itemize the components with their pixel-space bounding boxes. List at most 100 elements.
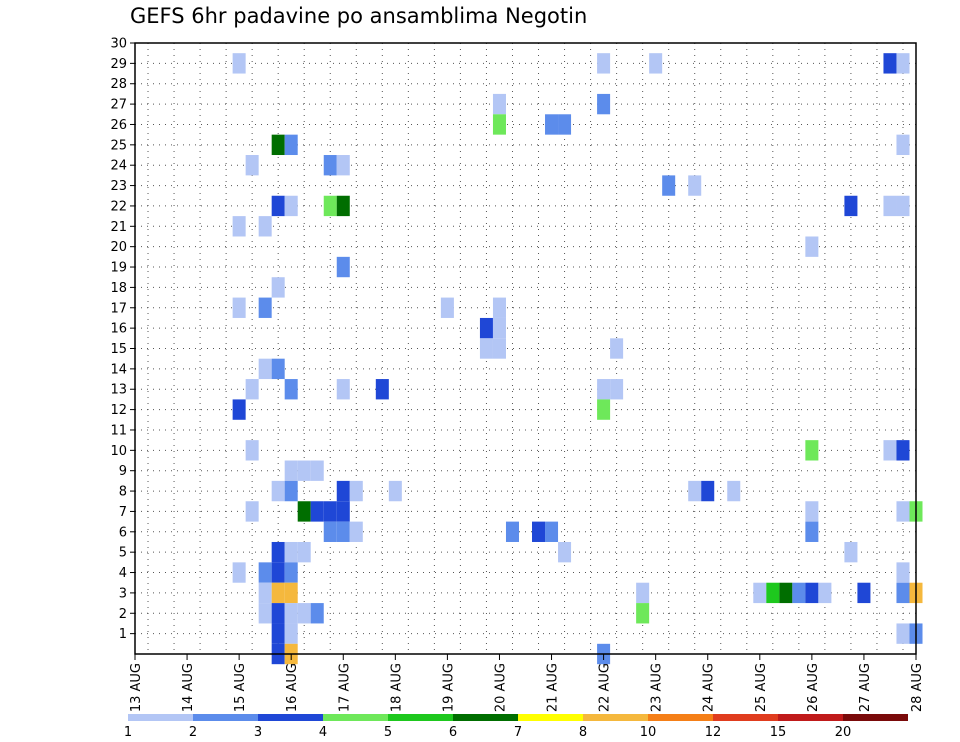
precip-cell <box>284 582 298 604</box>
precip-cell <box>532 521 546 542</box>
x-axis-ticks: 13 AUG 14 AUG 15 AUG 16 AUG 17 AUG 18 AUG 19 A… <box>129 654 925 712</box>
x-tick-label: 19 AUG <box>441 663 456 712</box>
precip-cell <box>805 501 819 522</box>
precip-cell <box>245 501 259 522</box>
y-axis-ticks: 1234567891011121314151617181920212223242… <box>110 37 135 642</box>
precip-cell <box>284 541 298 563</box>
precip-cell <box>336 379 350 400</box>
precip-cell <box>388 480 402 502</box>
precip-cell <box>271 195 285 217</box>
y-tick-label: 16 <box>110 322 127 337</box>
precip-cell <box>245 440 259 461</box>
y-tick-label: 22 <box>110 199 127 214</box>
y-tick-label: 26 <box>110 118 127 133</box>
precip-cell <box>479 338 493 359</box>
precip-cell <box>883 195 897 217</box>
x-tick-label: 28 AUG <box>910 663 925 712</box>
precip-cell <box>492 338 506 359</box>
precip-cell <box>649 53 663 74</box>
legend-swatch <box>648 714 713 721</box>
precip-cell <box>492 93 506 115</box>
chart-title: GEFS 6hr padavine po ansamblima Negotin <box>130 4 588 28</box>
precip-cell <box>310 501 324 522</box>
precip-cell <box>336 501 350 522</box>
precip-cell <box>323 521 337 542</box>
precip-cell <box>688 175 702 196</box>
precip-cell <box>896 53 910 74</box>
precip-cell <box>492 297 506 318</box>
precip-cell <box>271 562 285 583</box>
precip-cell <box>258 582 272 604</box>
precip-cell <box>844 541 858 563</box>
y-tick-label: 7 <box>119 505 127 520</box>
precip-cell <box>323 501 337 522</box>
y-tick-label: 29 <box>110 57 127 72</box>
precip-cell <box>375 379 389 400</box>
precip-cell <box>336 195 350 217</box>
precip-cell <box>597 379 611 400</box>
x-tick-label: 24 AUG <box>702 663 717 712</box>
precip-cell <box>558 541 572 563</box>
precip-cell <box>662 175 676 196</box>
precip-cell <box>258 562 272 583</box>
precip-cell <box>805 582 819 604</box>
precip-cell <box>297 501 311 522</box>
y-tick-label: 12 <box>110 403 127 418</box>
precip-cell <box>297 603 311 624</box>
precip-cell <box>310 460 324 481</box>
precip-cell <box>232 562 246 583</box>
x-tick-label: 18 AUG <box>389 663 404 712</box>
precip-cell <box>284 134 298 156</box>
precip-cell <box>492 317 506 339</box>
precip-cell <box>258 603 272 624</box>
precip-cell <box>271 623 285 644</box>
legend-label: 4 <box>319 725 327 740</box>
grid-lines <box>135 43 916 654</box>
precip-cell <box>297 541 311 563</box>
legend-label: 7 <box>514 725 522 740</box>
precip-cell <box>284 195 298 217</box>
precip-cell <box>258 216 272 237</box>
y-tick-label: 5 <box>119 546 127 561</box>
legend-swatch <box>388 714 453 721</box>
precip-cell <box>284 562 298 583</box>
precip-cell <box>896 195 910 217</box>
y-tick-label: 23 <box>110 179 127 194</box>
legend-swatch <box>843 714 908 721</box>
legend-label: 3 <box>254 725 262 740</box>
y-tick-label: 24 <box>110 159 127 174</box>
x-tick-label: 25 AUG <box>754 663 769 712</box>
y-tick-label: 9 <box>119 464 127 479</box>
precip-cell <box>766 582 780 604</box>
y-tick-label: 21 <box>110 220 127 235</box>
legend-label: 1 <box>124 725 132 740</box>
precip-cell <box>896 440 910 461</box>
legend-label: 5 <box>384 725 392 740</box>
precip-cell <box>610 379 624 400</box>
precip-cell <box>636 603 650 624</box>
legend-label: 2 <box>189 725 197 740</box>
precip-cell <box>440 297 454 318</box>
precip-cell <box>349 480 363 502</box>
precip-cell <box>271 541 285 563</box>
precip-cell <box>779 582 793 604</box>
precip-cell <box>258 297 272 318</box>
legend-label: 12 <box>705 725 722 740</box>
precip-cell <box>558 114 572 135</box>
precip-cell <box>284 460 298 481</box>
y-tick-label: 18 <box>110 281 127 296</box>
precip-cell <box>271 480 285 502</box>
precip-cell <box>284 379 298 400</box>
precip-cell <box>896 623 910 644</box>
x-tick-label: 26 AUG <box>806 663 821 712</box>
precip-cell <box>896 582 910 604</box>
y-tick-label: 27 <box>110 98 127 113</box>
precip-cell <box>232 216 246 237</box>
y-tick-label: 3 <box>119 586 127 601</box>
legend-swatch <box>518 714 583 721</box>
color-legend: 1 2 3 4 5 6 7 8 10 12 15 20 <box>124 714 908 740</box>
y-tick-label: 1 <box>119 627 127 642</box>
y-tick-label: 13 <box>110 383 127 398</box>
precip-cell <box>271 358 285 380</box>
